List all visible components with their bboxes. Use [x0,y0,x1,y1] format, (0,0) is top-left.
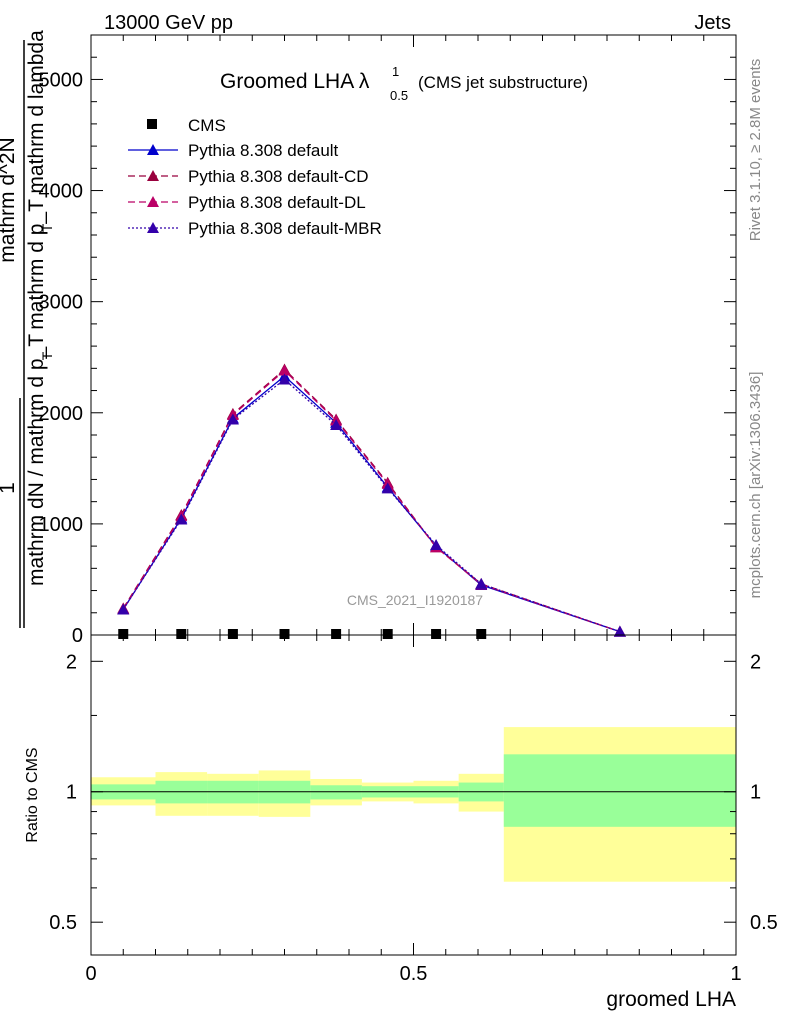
legend-marker [147,222,159,233]
y-tick-label: 3000 [39,292,84,314]
legend-marker [147,144,159,155]
ratio-y-axis-label: Ratio to CMS [24,747,41,842]
legend-label: Pythia 8.308 default [188,141,339,160]
y-axis-label-subscript-2: T [39,223,55,232]
header-left-label: 13000 GeV pp [104,12,233,34]
y-tick-label: 5000 [39,69,84,91]
ratio-y-tick-label-right: 0.5 [750,912,778,934]
series-marker [226,413,239,425]
cms-data-point [331,629,342,639]
cms-data-point [431,629,442,639]
chart-title-sub: 0.5 [390,88,408,103]
series-marker [430,539,443,550]
y-axis-label-numerator: mathrm d^2N [0,137,19,262]
series-marker [278,364,291,376]
legend-label: Pythia 8.308 default-DL [188,193,366,212]
cms-data-point [227,629,238,639]
y-tick-label: 4000 [39,181,84,203]
rivet-version-label: Rivet 3.1.10, ≥ 2.8M events [747,59,764,242]
legend-marker-cms [147,119,157,129]
cms-data-point [476,629,487,639]
chart-title-suffix: (CMS jet substructure) [418,73,588,92]
main-panel: 0 1000 2000 3000 4000 5000 1 mathrm dN / mathrm… [0,30,737,647]
chart-title-main: Groomed LHA λ [220,70,370,93]
ratio-panel: 0.5 0.5 1 1 2 2 0 0.5 1 groomed LHA Ratio to CMS [24,634,778,1011]
y-axis-label-denominator: mathrm dN / mathrm d p_T [25,334,48,586]
series-line [122,369,621,633]
ratio-y-tick-label-right: 1 [750,782,761,804]
x-tick-label: 0 [85,963,96,985]
y-tick-label: 0 [72,625,83,647]
mcplots-label: mcplots.cern.ch [arXiv:1306.3436] [747,372,764,599]
ratio-y-tick-label-right: 2 [750,651,761,673]
legend-label: Pythia 8.308 default-MBR [188,219,382,238]
legend-label: Pythia 8.308 default-CD [188,167,369,186]
header-right-label: Jets [694,12,731,34]
cms-data-point [382,629,393,639]
annotations: 13000 GeV pp Jets Rivet 3.1.10, ≥ 2.8M e… [104,12,764,598]
legend-marker [147,170,159,181]
analysis-watermark: CMS_2021_I1920187 [347,592,483,608]
legend-marker [147,196,159,207]
cms-data-point [118,629,129,639]
series-marker [117,603,130,615]
ratio-y-tick-label: 0.5 [49,912,77,934]
chart-title-sup: 1 [392,64,399,79]
chart-title: Groomed LHA λ [220,70,370,93]
cms-data-point [279,629,290,639]
series-marker [278,373,291,385]
uncertainty-band-inner [503,754,736,827]
series-marker [475,577,488,589]
x-axis-label: groomed LHA [606,988,736,1011]
series-marker [381,482,394,494]
series-marker [175,513,188,525]
y-axis-label-subscript: T [39,351,55,360]
ratio-y-tick-label: 1 [66,782,77,804]
y-tick-label: 1000 [39,514,84,536]
series-marker [330,419,343,430]
legend-label-cms: CMS [188,116,226,135]
ratio-y-tick-label: 2 [66,651,77,673]
uncertainty-band-inner [310,785,362,800]
x-tick-label: 0.5 [400,963,428,985]
x-tick-label: 1 [730,963,741,985]
cms-data-point [176,629,187,639]
y-axis-label-prefactor: 1 [0,482,19,494]
series-marker [613,625,626,637]
y-axis-label-numerator-denominator: mathrm d p_T mathrm d lambda [25,30,48,330]
y-tick-label: 2000 [39,403,84,425]
